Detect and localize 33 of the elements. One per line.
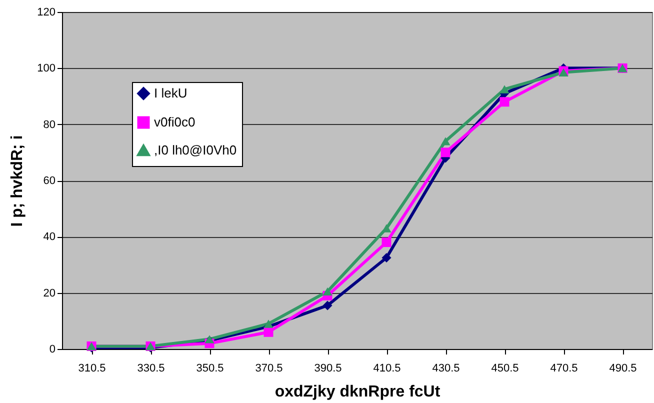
y-tick-label: 80 xyxy=(43,118,56,131)
x-tick-label: 370.5 xyxy=(255,362,283,374)
x-tick-label: 430.5 xyxy=(432,362,460,374)
point xyxy=(322,287,332,296)
point xyxy=(500,85,510,94)
y-tick-label: 20 xyxy=(43,287,56,300)
y-tick-label: 120 xyxy=(37,6,56,18)
point xyxy=(382,252,392,262)
x-axis-title: oxdZjky dknRpre fcUt xyxy=(274,384,441,400)
x-tick-label: 450.5 xyxy=(491,362,519,374)
y-tick-label: 100 xyxy=(37,62,56,75)
point xyxy=(382,238,392,248)
x-tick-label: 310.5 xyxy=(78,362,106,374)
legend-label: v0fi0c0 xyxy=(154,114,196,130)
point xyxy=(322,300,332,310)
x-tick-label: 390.5 xyxy=(314,362,342,374)
x-tick-label: 490.5 xyxy=(609,362,637,374)
point xyxy=(440,137,450,146)
x-tick-label: 350.5 xyxy=(196,362,224,374)
point xyxy=(440,148,450,158)
point xyxy=(500,97,510,107)
x-tick-label: 470.5 xyxy=(550,362,578,374)
x-tick-label: 330.5 xyxy=(137,362,165,374)
point xyxy=(264,320,274,328)
point xyxy=(264,327,274,337)
legend-label: I lekU xyxy=(154,86,188,100)
y-tick-label: 60 xyxy=(43,175,56,187)
y-tick-label: 0 xyxy=(49,344,56,356)
x-tick-label: 410.5 xyxy=(373,362,401,374)
y-tick-label: 40 xyxy=(43,231,56,244)
legend-label: ,I0 lh0@I0Vh0 xyxy=(154,142,237,158)
y-axis-title: I p; hvkdR; i xyxy=(9,135,26,227)
point xyxy=(382,224,392,232)
